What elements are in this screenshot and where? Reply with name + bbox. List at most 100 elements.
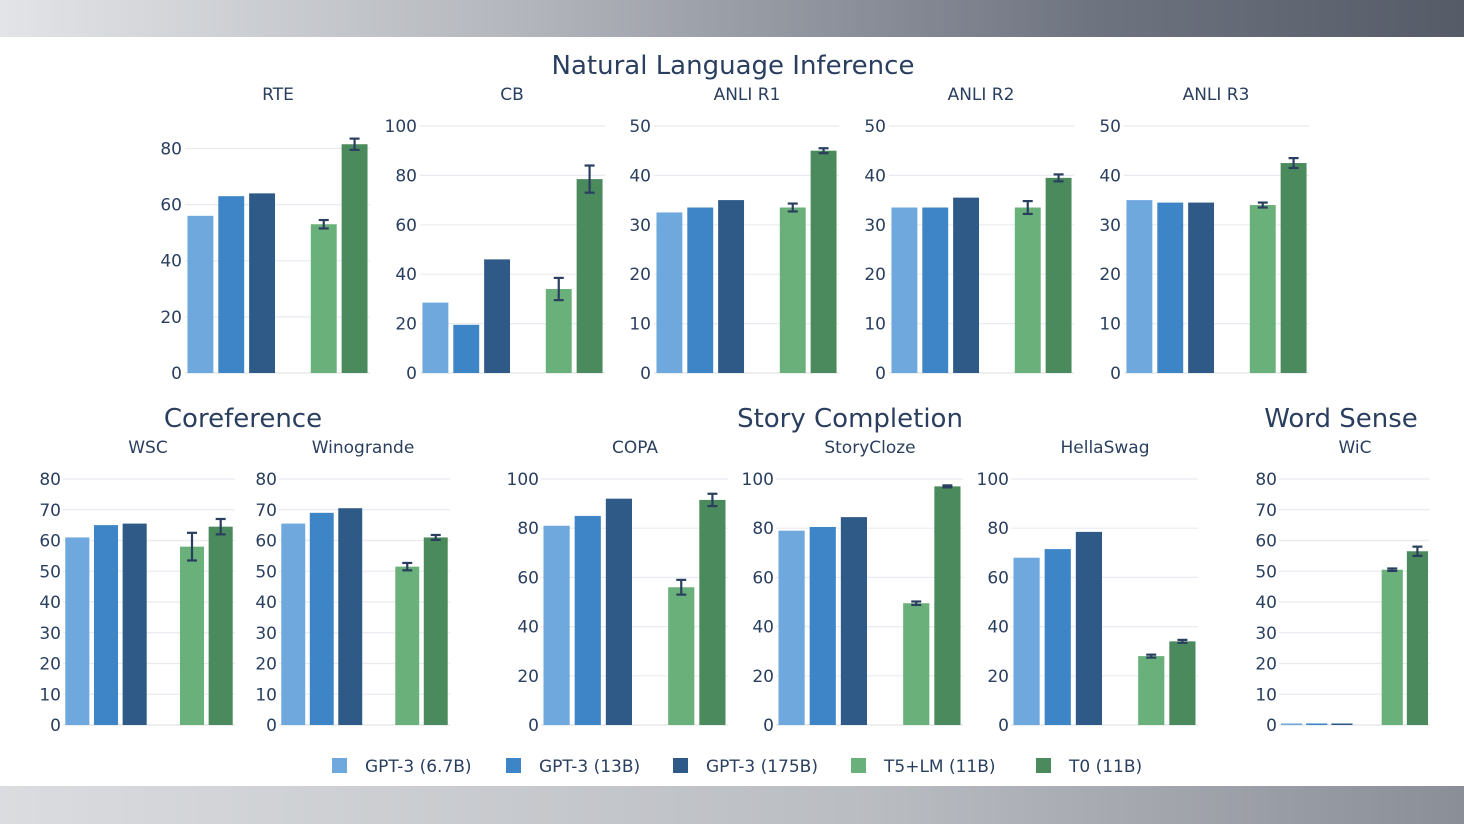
- bar-rte-series-0: [187, 215, 214, 373]
- bar-cb-series-2: [484, 259, 511, 373]
- y-tick-label: 50: [39, 562, 61, 582]
- y-tick-label: 100: [507, 470, 539, 490]
- bar-wic-series-0: [1281, 723, 1303, 725]
- bottom-frame-band: [0, 786, 1464, 824]
- error-bar-cb-series-3: [553, 276, 564, 302]
- panel-anli_r2: 0 10 20 30 40 50 ANLI R2: [864, 85, 1074, 384]
- error-bar-storycloze-series-3: [911, 600, 922, 607]
- y-tick-label: 20: [1255, 655, 1277, 675]
- y-tick-label: 10: [255, 685, 277, 705]
- y-tick-label: 40: [39, 593, 61, 613]
- bar-hellaswag-series-0: [1013, 557, 1040, 725]
- error-bar-anli_r2-series-4: [1053, 173, 1064, 183]
- legend-label: GPT-3 (13B): [539, 757, 640, 777]
- group-title-nli: Natural Language Inference: [552, 51, 915, 81]
- y-tick-label: 0: [528, 716, 539, 736]
- y-tick-label: 80: [255, 470, 277, 490]
- legend-swatch: [673, 758, 688, 773]
- error-bar-anli_r1-series-4: [818, 147, 829, 155]
- y-tick-label: 100: [977, 470, 1009, 490]
- y-tick-label: 30: [255, 624, 277, 644]
- y-tick-label: 0: [763, 716, 774, 736]
- y-tick-label: 40: [160, 252, 182, 272]
- legend-swatch: [851, 758, 866, 773]
- results-figure: Natural Language Inference Coreference S…: [0, 37, 1464, 786]
- error-bar-cb-series-4: [584, 164, 595, 194]
- y-tick-label: 60: [255, 532, 277, 552]
- y-tick-label: 80: [1255, 470, 1277, 490]
- y-tick-label: 20: [629, 265, 651, 285]
- bar-anli_r2-series-2: [953, 197, 980, 373]
- bar-winogrande-series-2: [338, 508, 363, 725]
- panel-title: WSC: [128, 438, 167, 458]
- error-bar-copa-series-4: [707, 492, 718, 508]
- error-bar-wic-series-4: [1412, 545, 1423, 557]
- panels-layer: 020406080RTE020406080100CB01020304050ANL…: [39, 85, 1430, 736]
- y-tick-label: 20: [987, 667, 1009, 687]
- y-tick-label: 30: [864, 216, 886, 236]
- y-tick-label: 10: [1255, 685, 1277, 705]
- bar-anli_r2-series-4: [1045, 177, 1072, 373]
- bar-copa-series-1: [574, 515, 601, 725]
- panel-storycloze: 0 20 40 60 80 100 StoryCloze: [742, 438, 963, 736]
- y-tick-label: 0: [875, 364, 886, 384]
- y-tick-label: 20: [864, 265, 886, 285]
- y-tick-label: 40: [752, 618, 774, 638]
- y-tick-label: 60: [160, 196, 182, 216]
- y-tick-label: 10: [1099, 315, 1121, 335]
- legend: GPT-3 (6.7B) GPT-3 (13B) GPT-3 (175B) T5+LM…: [332, 757, 1142, 777]
- error-bar-anli_r3-series-3: [1257, 201, 1268, 209]
- bar-wic-series-4: [1406, 551, 1428, 725]
- error-bar-rte-series-3: [318, 218, 329, 230]
- error-bar-copa-series-3: [676, 578, 687, 596]
- y-tick-label: 50: [1099, 117, 1121, 137]
- y-tick-label: 30: [39, 624, 61, 644]
- legend-item-3: T5+LM (11B): [851, 757, 996, 777]
- bar-cb-series-1: [453, 324, 480, 373]
- y-tick-label: 80: [395, 166, 417, 186]
- panel-anli_r3: 0 10 20 30 40 50 ANLI R3: [1099, 85, 1309, 384]
- bar-rte-series-3: [310, 224, 337, 373]
- legend-item-2: GPT-3 (175B): [673, 757, 818, 777]
- error-bar-wsc-series-3: [187, 531, 197, 562]
- bar-wsc-series-4: [208, 526, 233, 725]
- error-bar-wsc-series-4: [215, 517, 226, 536]
- bar-anli_r2-series-0: [891, 207, 918, 373]
- y-tick-label: 40: [1255, 593, 1277, 613]
- group-title-story-completion: Story Completion: [737, 404, 963, 434]
- group-title-coreference: Coreference: [164, 404, 322, 434]
- bar-wsc-series-0: [65, 537, 90, 725]
- y-tick-label: 30: [629, 216, 651, 236]
- y-tick-label: 60: [752, 568, 774, 588]
- error-bar-hellaswag-series-3: [1146, 653, 1157, 659]
- error-bar-wic-series-3: [1387, 567, 1398, 573]
- bar-wsc-series-1: [93, 525, 119, 725]
- legend-item-1: GPT-3 (13B): [506, 757, 640, 777]
- y-tick-label: 20: [39, 655, 61, 675]
- bar-anli_r3-series-0: [1126, 200, 1153, 373]
- bar-anli_r1-series-4: [810, 150, 837, 373]
- y-tick-label: 30: [1255, 624, 1277, 644]
- bar-anli_r1-series-3: [779, 207, 806, 373]
- y-tick-label: 70: [1255, 501, 1277, 521]
- bar-anli_r1-series-0: [656, 212, 683, 373]
- bar-anli_r3-series-3: [1249, 205, 1276, 373]
- bar-cb-series-4: [576, 179, 603, 373]
- legend-label: GPT-3 (175B): [706, 757, 818, 777]
- bar-storycloze-series-3: [903, 603, 930, 725]
- y-tick-label: 80: [160, 139, 182, 159]
- bar-anli_r3-series-2: [1188, 202, 1215, 373]
- panel-wic: 0 10 20 30 40 50 60 70 80 WiC: [1255, 438, 1430, 736]
- bar-copa-series-0: [543, 525, 570, 725]
- panel-title: StoryCloze: [824, 438, 915, 458]
- bar-storycloze-series-4: [934, 486, 961, 725]
- y-tick-label: 0: [640, 364, 651, 384]
- bar-hellaswag-series-2: [1075, 531, 1103, 725]
- bar-wsc-series-2: [122, 523, 147, 725]
- y-tick-label: 60: [39, 532, 61, 552]
- bar-wic-series-1: [1306, 723, 1328, 725]
- top-frame-band: [0, 0, 1464, 37]
- y-tick-label: 60: [987, 568, 1009, 588]
- legend-item-0: GPT-3 (6.7B): [332, 757, 472, 777]
- y-tick-label: 40: [864, 166, 886, 186]
